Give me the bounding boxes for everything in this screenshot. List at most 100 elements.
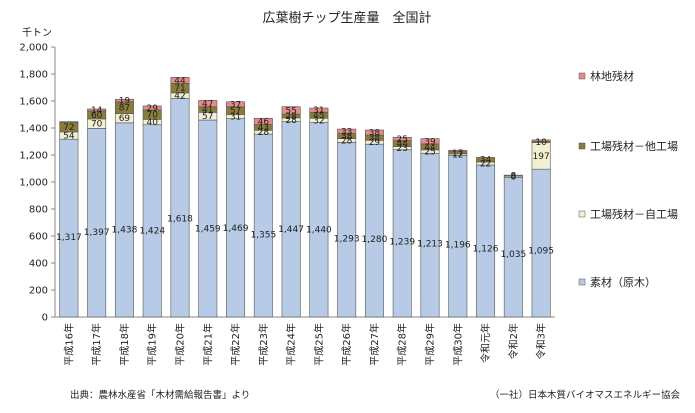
y-tick-label: 1,000 [19,178,48,189]
category-label: 平成28年 [396,323,409,366]
bar-segment [170,98,190,318]
bar-segment [420,138,440,145]
category-labels: 平成16年 平成17年 平成18年 平成19年 平成20年 平成21年 平成22年 平成23年… [62,323,547,366]
category-label: 平成22年 [229,323,242,366]
category-label: 平成26年 [340,323,353,366]
data-label: 31 [313,106,324,116]
legend-label: 工場残材－自工場 [590,207,678,221]
data-label: 29 [369,138,381,148]
bar-segment [170,77,190,84]
data-label: 1,293 [334,234,360,244]
data-label: 40 [146,118,158,128]
data-label: 17 [452,149,463,159]
data-label: 28 [285,116,297,126]
bar-segment [59,121,79,123]
bar-segment [226,118,246,318]
y-tick-label: 1,400 [19,124,48,135]
data-label: 197 [533,152,550,162]
y-axis-unit-label: 千トン [22,27,52,39]
y-tick-label: 1,200 [19,151,48,162]
data-label: 1,317 [56,233,82,243]
data-label: 1,469 [223,224,249,234]
data-label: 29 [146,104,158,114]
data-label: 28 [341,137,353,147]
data-label: 37 [230,100,241,110]
data-label: 41 [202,106,213,116]
category-label: 平成27年 [368,323,381,366]
category-label: 平成17年 [90,323,103,366]
data-label: 87 [119,104,130,114]
bar-segment [309,107,329,113]
bar-segment [253,117,273,125]
data-label: 8 [510,172,516,182]
bar-segment [503,176,523,318]
data-label: 42 [174,92,185,102]
bar-segment [142,105,162,111]
category-label: 平成23年 [257,323,270,366]
category-label: 平成20年 [174,323,187,366]
legend-swatch [578,210,586,218]
chart-title: 広葉樹チップ生産量 全国計 [262,10,431,26]
bar-segment [198,119,218,318]
y-tick-label: 1,800 [19,70,48,81]
bar-segment [476,157,496,163]
data-label: 1,438 [112,226,138,236]
bar-segment [59,138,79,318]
data-label: 60 [91,111,103,121]
data-label: 25 [396,135,407,145]
bar-segment [392,149,412,318]
data-label: 44 [174,76,186,86]
bar-segment [337,128,357,134]
category-label: 令和2年 [507,323,520,359]
bar-segment [114,122,134,318]
data-label: 1,095 [528,246,554,256]
bar-segment [253,133,273,318]
y-tick-label: 600 [29,232,48,243]
data-label: 38 [369,129,381,139]
data-label: 1,239 [389,238,415,248]
data-label: 31 [230,113,241,123]
bar-segment [448,155,468,318]
data-label: 1,196 [445,240,471,250]
data-label: 34 [480,156,492,166]
bar-segment [531,139,551,142]
data-label: 1,213 [417,239,443,249]
category-label: 平成24年 [285,323,298,366]
bar-segment [226,101,246,108]
bar-segment [87,108,107,112]
legend-swatch [578,72,586,80]
data-label: 38 [341,132,353,142]
data-label: 8 [510,173,516,183]
data-label: 28 [285,112,297,122]
category-label: 平成19年 [146,323,159,366]
data-label: 71 [174,84,185,94]
category-label: 令和3年 [535,323,548,359]
data-label: 46 [258,117,270,127]
bar-segment [476,164,496,318]
data-label: 57 [230,107,241,117]
bar-segment [392,137,412,141]
bar-segment [503,174,523,177]
legend-swatch [578,278,586,286]
bar-segment [281,106,301,115]
bar-segment [364,143,384,318]
legend-swatch [578,142,586,150]
data-label: 28 [258,128,270,138]
data-label: 1,280 [362,235,388,245]
axes: 0 200 400 600 800 1,000 1,200 1,400 1,600 1,800 2,… [19,43,555,324]
data-label: 39 [424,137,436,147]
legend-label: 工場残材－他工場 [590,139,678,153]
data-label: 19 [119,97,131,107]
category-label: 令和元年 [479,323,492,363]
data-label: 1,355 [250,231,276,241]
y-tick-label: 200 [29,286,48,297]
data-label: 45 [313,111,324,121]
y-tick-label: 1,600 [19,97,48,108]
bar-segment [420,152,440,318]
data-label: 33 [341,127,352,137]
data-label: 55 [285,106,296,116]
bar-segment [337,142,357,318]
legend-label: 素材（原木） [590,275,656,289]
data-label: 14 [91,106,103,116]
